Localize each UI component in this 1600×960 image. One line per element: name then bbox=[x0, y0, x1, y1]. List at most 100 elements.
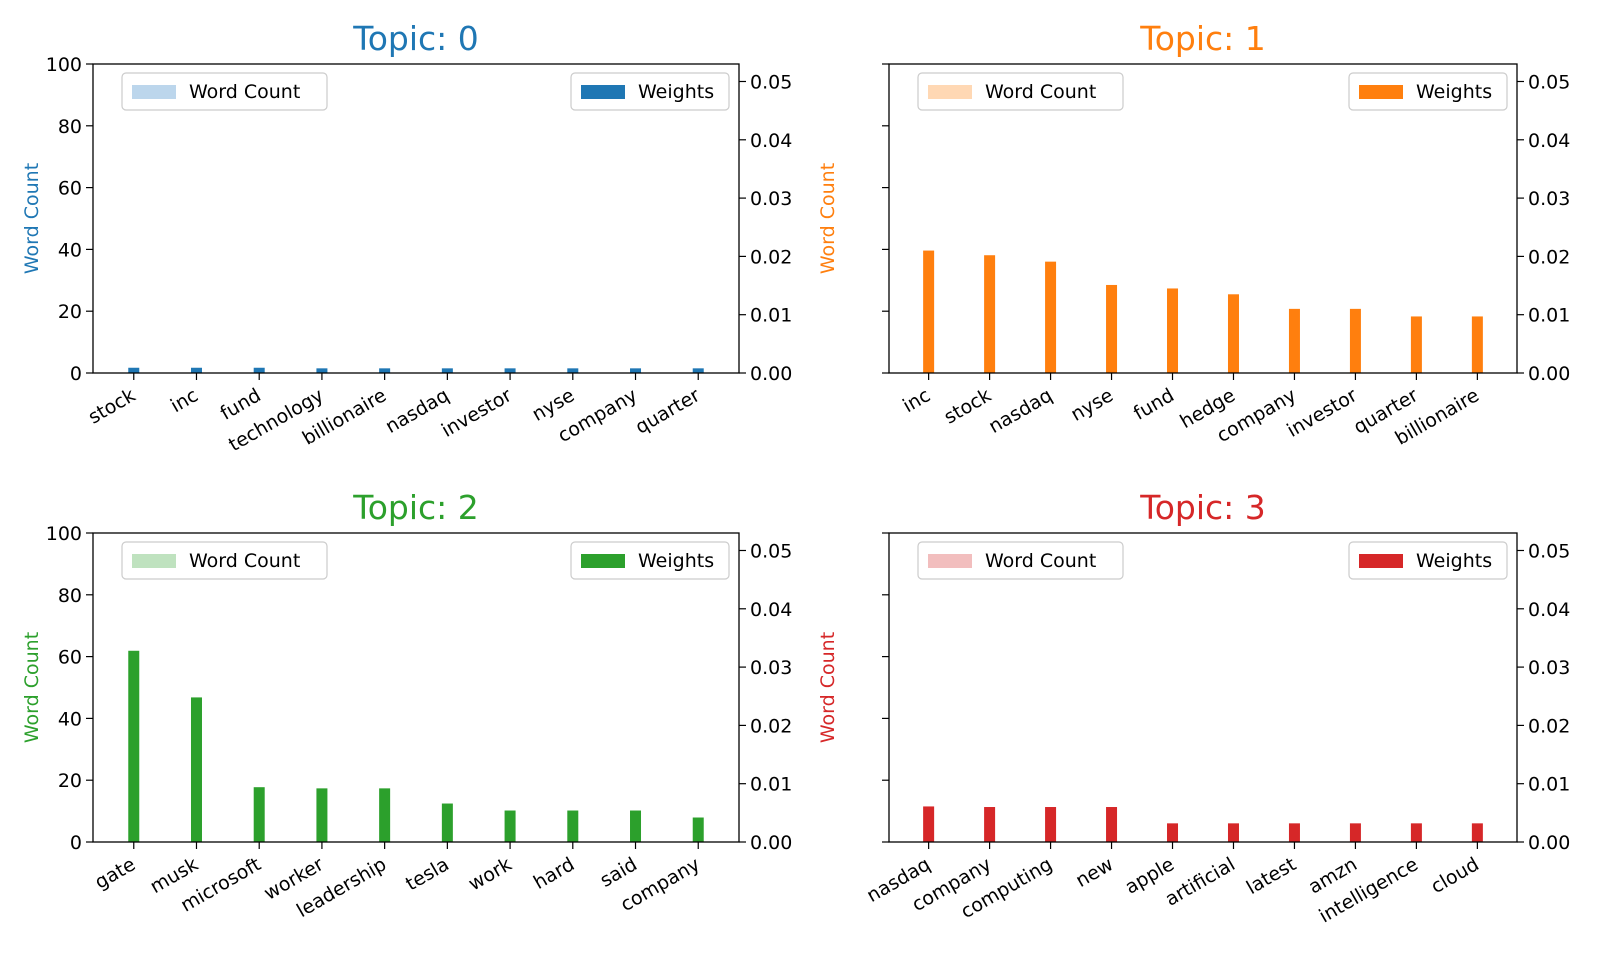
x-tick-label-hard: hard bbox=[530, 853, 578, 894]
weight-bar-nyse bbox=[567, 368, 579, 373]
right-tick-label: 0.00 bbox=[750, 832, 792, 854]
weight-bar-quarter bbox=[1410, 316, 1422, 373]
weight-bar-nasdaq bbox=[441, 368, 453, 373]
x-tick-label-latest: latest bbox=[1243, 853, 1300, 899]
weight-bar-microsoft bbox=[253, 787, 265, 842]
weight-bar-investor bbox=[504, 368, 516, 373]
legend-frame bbox=[917, 72, 1124, 111]
legend-swatch-word-count bbox=[928, 554, 972, 568]
legend-word-count: Word Count bbox=[917, 72, 1124, 111]
right-tick-label: 0.00 bbox=[1528, 363, 1570, 385]
legend-weights: Weights bbox=[1348, 72, 1508, 111]
weight-bar-billionaire bbox=[1471, 316, 1483, 373]
left-tick-label: 60 bbox=[58, 647, 82, 669]
right-tick-label: 0.03 bbox=[750, 657, 792, 679]
legend-swatch-weights bbox=[1359, 554, 1403, 568]
right-tick-label: 0.02 bbox=[1528, 246, 1570, 268]
right-tick-label: 0.01 bbox=[750, 305, 792, 327]
right-tick-label: 0.01 bbox=[1528, 305, 1570, 327]
legend-word-count: Word Count bbox=[121, 72, 328, 111]
weight-bar-company bbox=[692, 817, 704, 842]
left-tick-label: 20 bbox=[58, 301, 82, 323]
weight-bar-nasdaq bbox=[1045, 261, 1057, 373]
x-tick-label-fund: fund bbox=[1130, 384, 1178, 424]
legend-label-word-count: Word Count bbox=[189, 81, 300, 103]
weight-bar-fund bbox=[253, 367, 265, 373]
right-tick-label: 0.05 bbox=[1528, 540, 1570, 562]
weight-bar-gate bbox=[128, 650, 140, 842]
axes-frame bbox=[92, 63, 740, 374]
axes-frame bbox=[92, 532, 740, 843]
left-tick-label: 100 bbox=[46, 54, 82, 76]
weight-bar-latest bbox=[1288, 823, 1300, 842]
left-tick-label: 100 bbox=[46, 523, 82, 545]
legend-label-weights: Weights bbox=[638, 81, 714, 103]
legend-swatch-weights bbox=[581, 554, 625, 568]
weight-bar-technology bbox=[316, 368, 328, 373]
right-tick-label: 0.04 bbox=[1528, 599, 1570, 621]
left-tick-label: 60 bbox=[58, 178, 82, 200]
weight-bar-inc bbox=[923, 250, 935, 373]
legend-label-weights: Weights bbox=[1416, 81, 1492, 103]
right-tick-label: 0.03 bbox=[750, 188, 792, 210]
left-tick-label: 0 bbox=[70, 363, 82, 385]
right-tick-label: 0.02 bbox=[750, 246, 792, 268]
legend-frame bbox=[570, 72, 730, 111]
legend-frame bbox=[121, 72, 328, 111]
y-axis-label: Word Count bbox=[817, 632, 839, 743]
weight-bar-nyse bbox=[1106, 284, 1118, 373]
x-tick-label-inc: inc bbox=[167, 384, 202, 417]
weight-bar-computing bbox=[1045, 807, 1057, 842]
legend-weights: Weights bbox=[570, 72, 730, 111]
legend-frame bbox=[121, 541, 328, 580]
weight-bar-fund bbox=[1167, 288, 1179, 373]
weight-bar-quarter bbox=[692, 368, 704, 373]
right-tick-label: 0.05 bbox=[1528, 71, 1570, 93]
x-tick-label-work: work bbox=[465, 853, 516, 895]
subplot-topic-2: 0 20 40 60 80 100 0.00 0.01 0.02 0.03 0.04 0.05 gate… bbox=[21, 488, 792, 922]
weight-bar-cloud bbox=[1471, 823, 1483, 842]
weight-bar-leadership bbox=[379, 788, 391, 842]
right-tick-label: 0.04 bbox=[750, 130, 792, 152]
left-tick-label: 20 bbox=[58, 770, 82, 792]
weight-bar-said bbox=[630, 810, 642, 842]
x-tick-label-new: new bbox=[1072, 853, 1117, 892]
x-tick-label-tesla: tesla bbox=[402, 853, 453, 895]
legend-label-weights: Weights bbox=[638, 550, 714, 572]
legend-word-count: Word Count bbox=[917, 541, 1124, 580]
y-axis-label: Word Count bbox=[21, 163, 43, 274]
legend-swatch-weights bbox=[581, 85, 625, 99]
right-tick-label: 0.04 bbox=[1528, 130, 1570, 152]
weight-bar-company bbox=[630, 368, 642, 373]
right-tick-label: 0.02 bbox=[1528, 715, 1570, 737]
weight-bar-work bbox=[504, 810, 516, 842]
right-tick-label: 0.00 bbox=[1528, 832, 1570, 854]
legend-frame bbox=[1348, 72, 1508, 111]
legend-frame bbox=[570, 541, 730, 580]
legend-word-count: Word Count bbox=[121, 541, 328, 580]
subplot-title: Topic: 2 bbox=[352, 488, 479, 527]
legend-label-word-count: Word Count bbox=[985, 550, 1096, 572]
weight-bar-apple bbox=[1167, 823, 1179, 842]
axes-frame bbox=[888, 63, 1518, 374]
left-tick-label: 0 bbox=[70, 832, 82, 854]
weight-bar-stock bbox=[984, 255, 996, 373]
weight-bar-artificial bbox=[1227, 823, 1239, 842]
weight-bar-intelligence bbox=[1410, 823, 1422, 842]
left-tick-label: 40 bbox=[58, 239, 82, 261]
subplot-topic-0: 0 20 40 60 80 100 0.00 0.01 0.02 0.03 0.04 0.05 stoc… bbox=[21, 19, 792, 456]
weight-bar-musk bbox=[190, 697, 202, 842]
legend-frame bbox=[1348, 541, 1508, 580]
weight-bar-worker bbox=[316, 788, 328, 842]
weight-bar-hard bbox=[567, 810, 579, 842]
y-axis-label: Word Count bbox=[21, 632, 43, 743]
weight-bar-investor bbox=[1349, 308, 1361, 373]
right-tick-label: 0.00 bbox=[750, 363, 792, 385]
subplot-topic-3: 0.000.010.020.030.040.05nasdaqcompanycom… bbox=[817, 488, 1570, 927]
weight-bar-new bbox=[1106, 807, 1118, 842]
left-tick-label: 40 bbox=[58, 708, 82, 730]
legend-label-word-count: Word Count bbox=[985, 81, 1096, 103]
axes-frame bbox=[888, 532, 1518, 843]
legend-swatch-word-count bbox=[928, 85, 972, 99]
